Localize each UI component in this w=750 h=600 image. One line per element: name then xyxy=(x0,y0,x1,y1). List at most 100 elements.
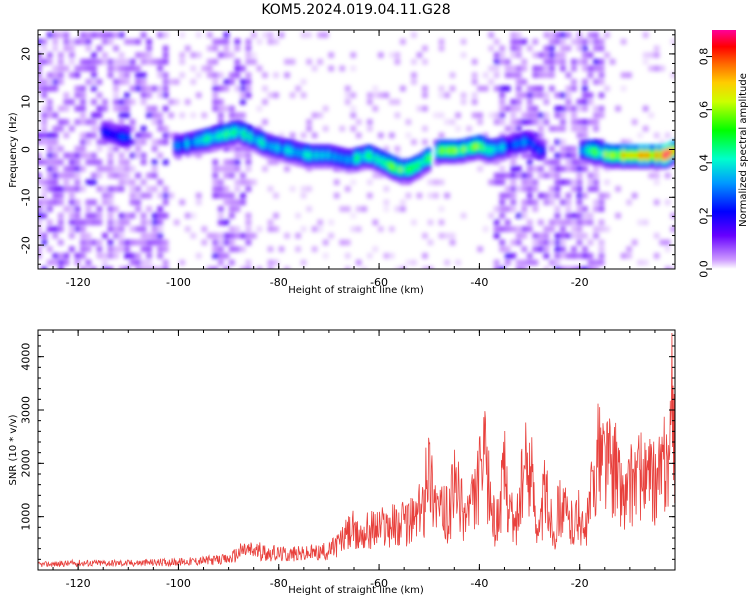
heatmap-noise-cell xyxy=(521,59,528,65)
heatmap-noise-cell xyxy=(499,179,505,186)
heatmap-ridge-cell xyxy=(269,154,275,160)
heatmap-noise-cell xyxy=(538,52,544,58)
heatmap-ridge-cell xyxy=(363,149,369,155)
heatmap-noise-cell xyxy=(47,59,53,65)
heatmap-noise-cell xyxy=(328,52,334,58)
heatmap-ridge-cell xyxy=(438,139,444,145)
heatmap-noise-cell xyxy=(129,186,136,192)
heatmap-noise-cell xyxy=(58,59,64,65)
heatmap-ridge-cell xyxy=(125,130,131,136)
heatmap-noise-cell xyxy=(118,119,125,125)
heatmap-ridge-cell xyxy=(582,147,588,153)
heatmap-noise-cell xyxy=(576,59,583,65)
heatmap-ridge-cell xyxy=(323,163,329,169)
heatmap-noise-cell xyxy=(118,166,125,172)
heatmap-ridge-cell xyxy=(447,139,453,145)
heatmap-noise-cell xyxy=(80,233,86,239)
heatmap-ridge-cells xyxy=(101,120,675,184)
heatmap-noise-cell xyxy=(493,179,500,186)
heatmap-noise-cell xyxy=(41,212,48,219)
heatmap-ridge-cell xyxy=(296,149,302,155)
heatmap-noise-cell xyxy=(411,259,417,266)
heatmap-ridge-cell xyxy=(417,169,423,175)
heatmap-noise-cell xyxy=(262,85,268,92)
heatmap-noise-cell xyxy=(587,52,594,58)
heatmap-ridge-cell xyxy=(468,148,474,154)
heatmap-ridge-cell xyxy=(363,157,369,163)
heatmap-noise-cell xyxy=(637,219,643,226)
heatmap-noise-cell xyxy=(124,112,130,119)
heatmap-ridge-cell xyxy=(603,155,609,161)
heatmap-noise-cell xyxy=(516,38,522,45)
heatmap-ridge-cell xyxy=(329,149,335,155)
heatmap-noise-cell xyxy=(47,259,53,266)
heatmap-ridge-cell xyxy=(645,148,651,154)
heatmap-ridge-cell xyxy=(423,149,429,155)
heatmap-noise-cell xyxy=(113,219,119,226)
heatmap-noise-cell xyxy=(102,266,108,269)
heatmap-ridge-cell xyxy=(281,153,287,159)
heatmap-noise-cell xyxy=(499,119,505,125)
heatmap-noise-cell xyxy=(212,38,219,45)
heatmap-ridge-cell xyxy=(474,151,480,157)
heatmap-noise-cell xyxy=(422,92,428,99)
heatmap-ridge-cell xyxy=(612,156,618,162)
heatmap-noise-cell xyxy=(267,92,274,99)
heatmap-noise-cell xyxy=(218,239,224,246)
heatmap-ridge-cell xyxy=(666,150,672,156)
heatmap-noise-cell xyxy=(532,92,539,99)
heatmap-noise-cell xyxy=(102,38,108,45)
heatmap-noise-cell xyxy=(135,239,141,246)
y-tick-label: 10 xyxy=(20,95,33,109)
heatmap-ridge-cell xyxy=(621,148,627,154)
heatmap-noise-cell xyxy=(234,112,241,119)
heatmap-noise-cell xyxy=(47,199,53,206)
heatmap-ridge-cell xyxy=(513,148,519,154)
heatmap-noise-cell xyxy=(543,253,550,259)
heatmap-noise-cell xyxy=(118,159,125,165)
heatmap-ridge-cell xyxy=(648,152,654,158)
heatmap-noise-cell xyxy=(96,105,103,112)
heatmap-ridge-cell xyxy=(254,136,260,142)
heatmap-noise-cell xyxy=(47,206,53,212)
heatmap-noise-cell xyxy=(582,246,588,252)
heatmap-noise-cell xyxy=(118,152,125,159)
heatmap-noise-cell xyxy=(38,253,42,259)
heatmap-ridge-cell xyxy=(483,149,489,155)
heatmap-noise-cell xyxy=(482,226,489,232)
heatmap-ridge-cell xyxy=(411,176,417,182)
heatmap-ridge-cell xyxy=(396,162,402,168)
heatmap-ridge-cell xyxy=(486,147,492,153)
heatmap-noise-cell xyxy=(229,226,235,232)
heatmap-noise-cell xyxy=(85,45,92,52)
heatmap-ridge-cell xyxy=(618,156,624,162)
colorbar: 0.00.20.40.60.8 Normalized spectral ampl… xyxy=(698,30,749,278)
heatmap-noise-cell xyxy=(91,132,97,139)
heatmap-noise-cell xyxy=(560,226,566,232)
heatmap-noise-cell xyxy=(245,266,252,269)
heatmap-noise-cell xyxy=(598,139,605,145)
heatmap-noise-cell xyxy=(560,59,566,65)
heatmap-noise-cell xyxy=(400,85,406,92)
heatmap-noise-cell xyxy=(256,105,263,112)
heatmap-ridge-cell xyxy=(642,159,648,165)
heatmap-noise-cell xyxy=(41,206,48,212)
heatmap-noise-cell xyxy=(527,92,533,99)
heatmap-noise-cell xyxy=(223,85,230,92)
heatmap-noise-cell xyxy=(510,186,516,192)
heatmap-ridge-cell xyxy=(381,155,387,161)
heatmap-noise-cell xyxy=(604,52,610,58)
heatmap-ridge-cell xyxy=(269,151,275,157)
heatmap-noise-cell xyxy=(427,192,434,199)
heatmap-ridge-cell xyxy=(176,150,182,156)
heatmap-noise-cell xyxy=(527,186,533,192)
heatmap-noise-cell xyxy=(273,226,279,232)
heatmap-noise-cell xyxy=(372,85,379,92)
heatmap-noise-cell xyxy=(593,226,599,232)
heatmap-noise-cell xyxy=(411,139,417,145)
heatmap-ridge-cell xyxy=(215,125,221,131)
heatmap-noise-cell xyxy=(113,172,119,179)
heatmap-noise-cell xyxy=(350,105,356,112)
heatmap-noise-cell xyxy=(350,52,356,58)
heatmap-noise-cell xyxy=(554,259,561,266)
